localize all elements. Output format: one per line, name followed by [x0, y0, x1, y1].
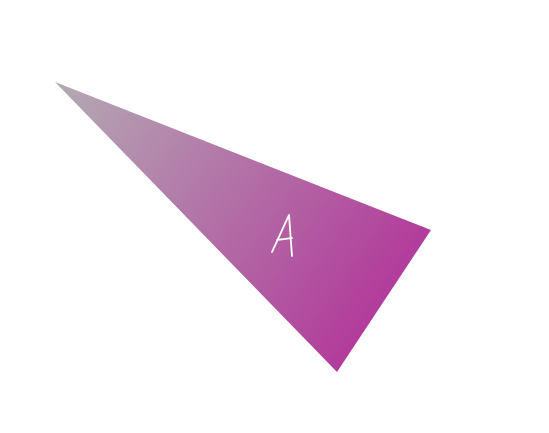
triangle-label: A: [269, 212, 297, 258]
triangle-label-text: A: [269, 212, 297, 258]
label-glyph-a: [271, 214, 293, 257]
triangle-shape: [55, 82, 431, 372]
